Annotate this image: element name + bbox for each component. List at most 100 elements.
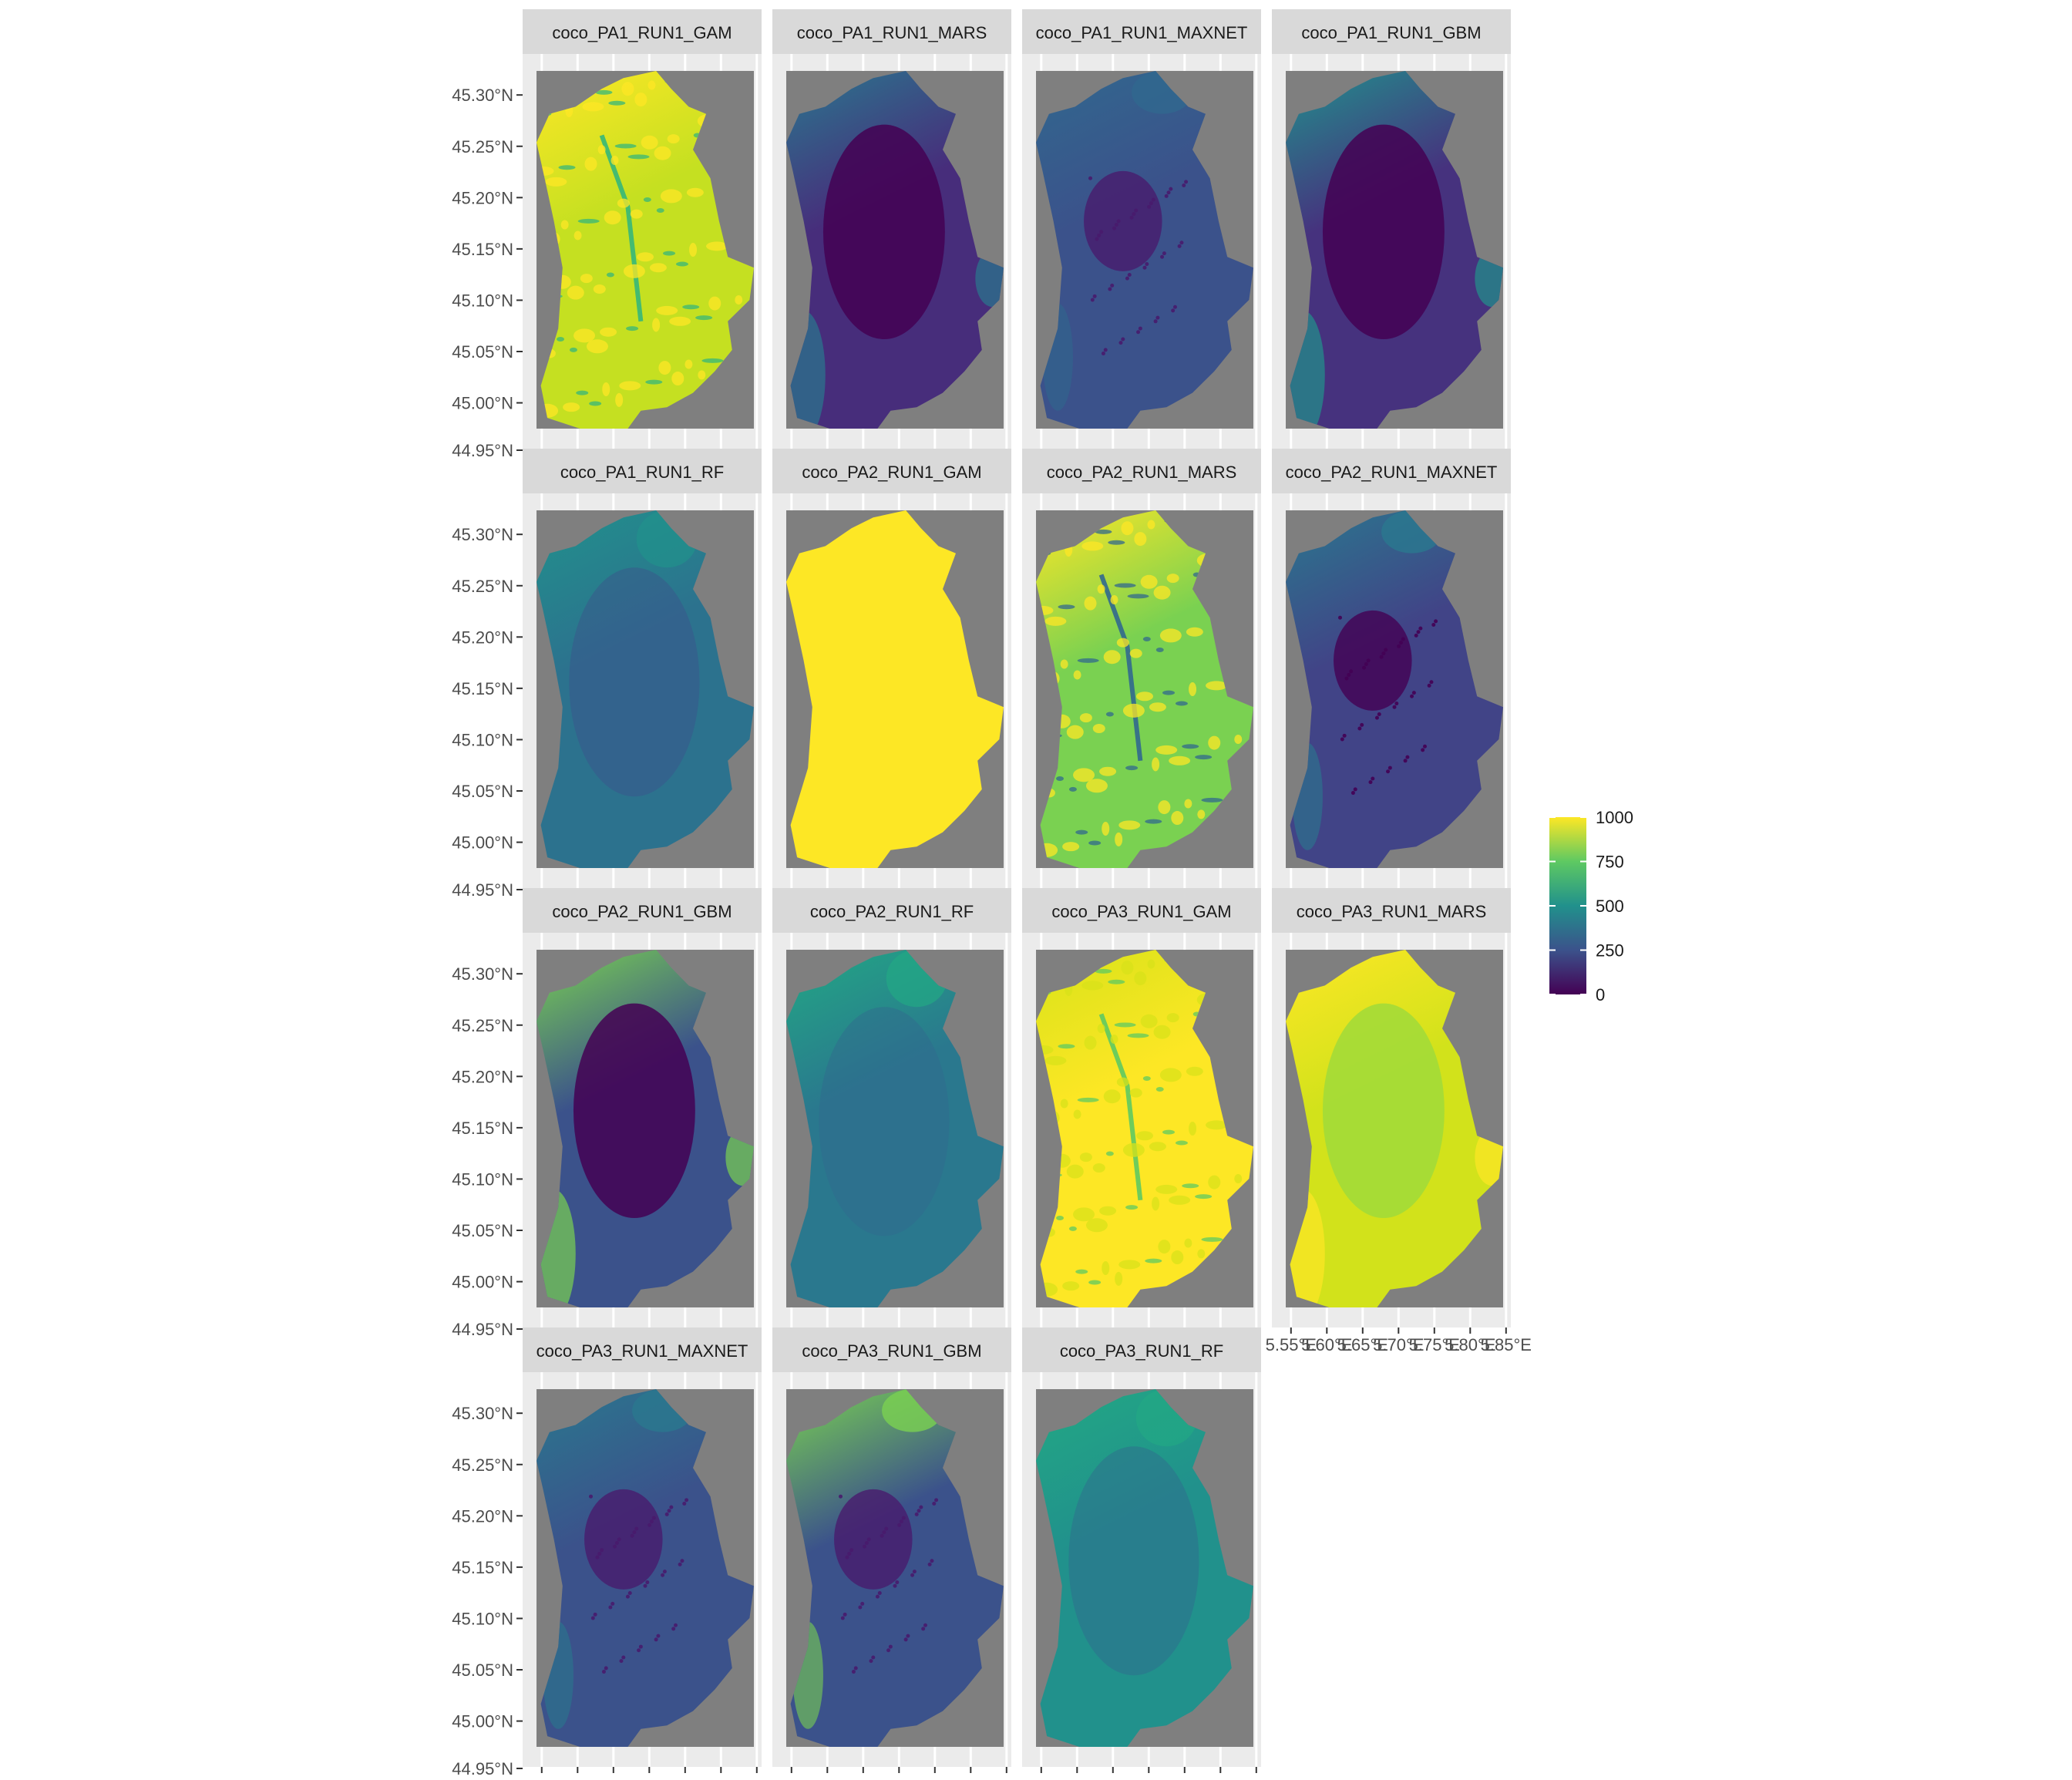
texture-patch — [1114, 583, 1136, 588]
urban-speck — [927, 1562, 932, 1566]
texture-patch — [1079, 1152, 1092, 1163]
facet-panel-5: coco_PA1_RUN1_RF — [523, 449, 762, 888]
texture-patch — [617, 198, 630, 208]
urban-speck — [1160, 254, 1165, 259]
urban-speck — [1374, 715, 1379, 720]
urban-speck — [593, 1612, 597, 1617]
texture-patch — [654, 146, 671, 160]
urban-speck — [1366, 658, 1371, 663]
y-tick-label: 45.05°N — [452, 782, 513, 801]
facet-strip — [1272, 888, 1511, 933]
urban-core — [834, 1489, 913, 1590]
urban-speck — [601, 1670, 606, 1674]
texture-patch — [595, 89, 613, 95]
texture-patch — [557, 337, 565, 342]
urban-speck — [932, 1501, 937, 1506]
texture-patch — [615, 392, 624, 407]
texture-patch — [706, 241, 728, 251]
texture-patch — [1158, 1240, 1171, 1254]
texture-patch — [686, 187, 704, 197]
y-tick-label: 45.30°N — [452, 525, 513, 544]
urban-speck — [1364, 662, 1368, 667]
texture-patch — [1155, 1086, 1164, 1092]
urban-speck — [843, 1612, 847, 1617]
texture-patch — [1169, 1195, 1191, 1205]
y-tick-label: 45.20°N — [452, 1067, 513, 1086]
urban-speck — [910, 1573, 915, 1577]
urban-speck — [673, 1623, 678, 1627]
urban-speck — [1153, 319, 1158, 324]
urban-core — [1084, 170, 1162, 271]
urban-speck — [839, 1494, 843, 1499]
y-tick-label: 45.15°N — [452, 1119, 513, 1138]
texture-patch — [1058, 1044, 1075, 1049]
texture-patch — [1108, 540, 1125, 545]
urban-speck — [1381, 651, 1386, 656]
texture-patch — [1162, 1129, 1176, 1135]
y-tick-label: 45.10°N — [452, 730, 513, 749]
texture-patch — [614, 143, 637, 149]
y-tick-label: 45.10°N — [452, 1609, 513, 1628]
texture-patch — [1105, 1151, 1114, 1156]
texture-patch — [1206, 681, 1228, 691]
y-tick-label: 45.30°N — [452, 1404, 513, 1423]
texture-patch — [576, 390, 589, 395]
facet-strip-label: coco_PA3_RUN1_MAXNET — [536, 1341, 748, 1361]
legend-tick-label: 1000 — [1596, 808, 1633, 827]
texture-patch — [1201, 797, 1223, 803]
texture-patch — [1116, 1077, 1129, 1087]
urban-speck — [600, 1548, 604, 1553]
texture-patch — [656, 207, 664, 213]
texture-patch — [577, 218, 600, 224]
urban-speck — [1344, 676, 1349, 681]
texture-patch — [569, 347, 577, 352]
urban-speck — [597, 1551, 602, 1556]
y-tick-label: 45.00°N — [452, 394, 513, 413]
urban-speck — [845, 1555, 849, 1560]
texture-patch — [682, 305, 700, 310]
urban-speck — [1384, 648, 1388, 652]
texture-patch — [1169, 755, 1191, 766]
texture-patch — [1142, 1076, 1151, 1082]
urban-speck — [882, 1530, 886, 1535]
urban-speck — [627, 1590, 632, 1595]
urban-speck — [863, 1544, 867, 1549]
texture-patch — [604, 210, 621, 225]
urban-speck — [1398, 641, 1403, 645]
map-core — [569, 567, 700, 797]
urban-speck — [901, 1516, 906, 1520]
texture-patch — [671, 372, 684, 386]
texture-patch — [1044, 1055, 1067, 1065]
urban-speck — [1127, 272, 1132, 277]
urban-speck — [1166, 190, 1171, 195]
texture-patch — [652, 318, 661, 332]
texture-patch — [1077, 658, 1099, 663]
urban-speck — [858, 1605, 863, 1610]
texture-patch — [1056, 776, 1065, 781]
urban-speck — [617, 1537, 621, 1542]
facet-panel-12: coco_PA3_RUN1_MARS — [1272, 888, 1511, 1327]
texture-patch — [606, 272, 614, 278]
urban-speck — [934, 1498, 939, 1502]
texture-patch — [1171, 811, 1184, 826]
river-line — [1098, 574, 1143, 762]
texture-patch — [586, 339, 608, 354]
facet-panel-8: coco_PA2_RUN1_MAXNET — [1272, 449, 1511, 888]
texture-patch — [1066, 1164, 1084, 1179]
legend-tick-label: 750 — [1596, 853, 1624, 872]
texture-patch — [1195, 1194, 1213, 1200]
texture-patch — [1158, 800, 1171, 815]
texture-patch — [1122, 1142, 1145, 1157]
urban-speck — [1149, 201, 1153, 206]
facet-panel-3: coco_PA1_RUN1_MAXNET — [1022, 9, 1261, 449]
urban-speck — [645, 1580, 650, 1585]
texture-patch — [1079, 713, 1092, 723]
river-line — [599, 134, 644, 322]
urban-speck — [669, 1505, 674, 1509]
texture-patch — [649, 263, 667, 273]
urban-speck — [651, 1516, 656, 1520]
facet-strip-label: coco_PA3_RUN1_MARS — [1297, 902, 1487, 921]
texture-patch — [1136, 691, 1153, 702]
texture-patch — [1125, 766, 1139, 771]
